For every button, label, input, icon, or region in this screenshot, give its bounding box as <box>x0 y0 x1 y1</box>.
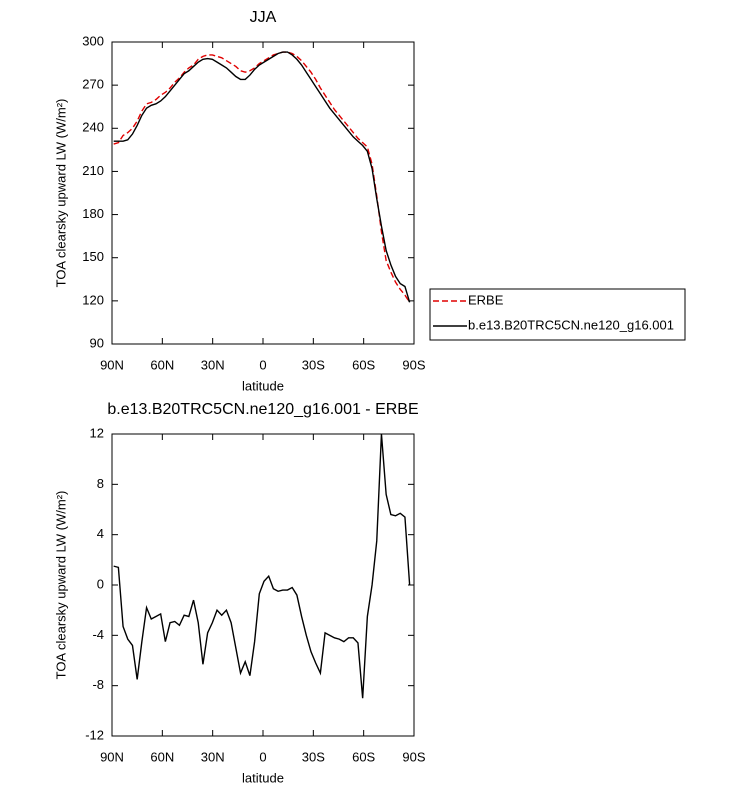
x-tick-label: 0 <box>259 749 266 764</box>
y-tick-label: -8 <box>92 677 104 692</box>
y-tick-label: 90 <box>90 335 104 350</box>
plot-frame <box>111 41 415 345</box>
y-tick-label: 4 <box>97 526 104 541</box>
legend-box <box>429 288 686 341</box>
x-tick-label: 90S <box>402 749 425 764</box>
x-tick-label: 30S <box>302 357 325 372</box>
x-tick-label: 0 <box>259 357 266 372</box>
x-tick-label: 30S <box>302 749 325 764</box>
series-line <box>113 433 411 699</box>
y-axis-label: TOA clearsky upward LW (W/m²) <box>53 99 68 288</box>
x-tick-label: 30N <box>201 357 225 372</box>
x-tick-label: 90N <box>100 357 124 372</box>
x-tick-label: 30N <box>201 749 225 764</box>
y-tick-label: 8 <box>97 476 104 491</box>
legend: ERBE b.e13.B20TRC5CN.ne120_g16.001 <box>429 288 686 341</box>
y-tick-label: 0 <box>97 576 104 591</box>
y-tick-label: 180 <box>82 206 104 221</box>
x-tick-label: 60S <box>352 357 375 372</box>
y-tick-label: 12 <box>90 425 104 440</box>
y-tick-label: 270 <box>82 77 104 92</box>
y-tick-label: -4 <box>92 627 104 642</box>
x-tick-label: 60S <box>352 749 375 764</box>
y-tick-label: -12 <box>85 727 104 742</box>
y-tick-label: 210 <box>82 163 104 178</box>
y-tick-label: 120 <box>82 292 104 307</box>
x-tick-label: 90S <box>402 357 425 372</box>
legend-label: b.e13.B20TRC5CN.ne120_g16.001 <box>468 317 674 332</box>
series-line <box>113 51 411 303</box>
series-line <box>113 51 411 303</box>
y-tick-label: 240 <box>82 120 104 135</box>
x-tick-label: 90N <box>100 749 124 764</box>
y-tick-label: 300 <box>82 33 104 48</box>
chart-title: b.e13.B20TRC5CN.ne120_g16.001 - ERBE <box>107 401 418 418</box>
plot-frame <box>111 433 415 737</box>
x-tick-label: 60N <box>150 357 174 372</box>
y-axis-label: TOA clearsky upward LW (W/m²) <box>53 491 68 680</box>
y-tick-label: 150 <box>82 249 104 264</box>
x-tick-label: 60N <box>150 749 174 764</box>
chart-title: JJA <box>250 9 277 26</box>
x-axis-label: latitude <box>242 378 284 393</box>
x-axis-label: latitude <box>242 770 284 785</box>
legend-label: ERBE <box>468 292 504 307</box>
